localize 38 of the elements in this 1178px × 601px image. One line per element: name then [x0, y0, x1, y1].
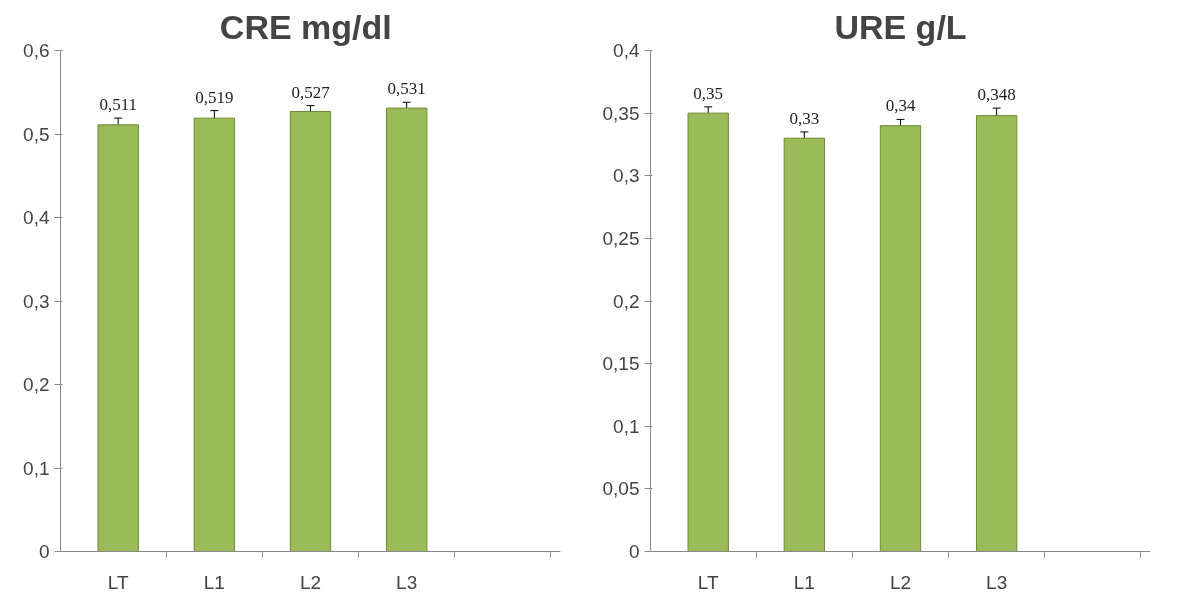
data-label: 0,34 — [885, 96, 916, 116]
x-tick-label: L2 — [299, 571, 322, 593]
y-tick-label: 0,15 — [602, 353, 640, 375]
x-tick-label: L2 — [889, 571, 912, 593]
y-tick-label: 0,05 — [602, 478, 640, 500]
x-tick-label: LT — [697, 571, 719, 593]
y-tick-label: 0 — [628, 541, 640, 562]
y-tick-label: 0,3 — [613, 165, 640, 187]
data-label: 0,527 — [291, 82, 331, 102]
y-tick-label: 0,35 — [602, 102, 640, 124]
data-label: 0,511 — [99, 95, 138, 115]
data-label: 0,33 — [789, 108, 820, 128]
y-tick-label: 0,5 — [23, 123, 50, 145]
y-tick-label: 0,1 — [23, 457, 50, 479]
y-tick-label: 0,2 — [23, 374, 50, 395]
y-tick-label: 0,25 — [602, 227, 640, 249]
y-tick-label: 0,1 — [613, 415, 640, 437]
bar — [879, 125, 922, 552]
y-tick-label: 0,6 — [23, 40, 50, 61]
bar — [783, 137, 826, 552]
bar — [975, 115, 1018, 552]
data-label: 0,531 — [387, 79, 426, 99]
x-tick-label: L3 — [396, 571, 418, 593]
x-tick-label: L1 — [203, 571, 225, 593]
y-tick-label: 0,4 — [613, 40, 640, 61]
data-label: 0,519 — [195, 87, 234, 107]
y-tick-label: 0,3 — [23, 290, 50, 312]
y-tick-label: 0,4 — [23, 207, 50, 228]
data-label: 0,348 — [977, 85, 1016, 105]
x-tick-label: LT — [107, 571, 129, 593]
x-tick-label: L1 — [793, 571, 815, 593]
data-label: 0,35 — [693, 83, 724, 103]
y-tick-label: 0 — [38, 541, 50, 562]
bar — [687, 112, 729, 552]
y-tick-label: 0,2 — [613, 290, 640, 312]
x-tick-label: L3 — [986, 571, 1008, 593]
chart-title: CRE mg/dl — [219, 7, 392, 46]
chart-title: URE g/L — [834, 7, 967, 46]
